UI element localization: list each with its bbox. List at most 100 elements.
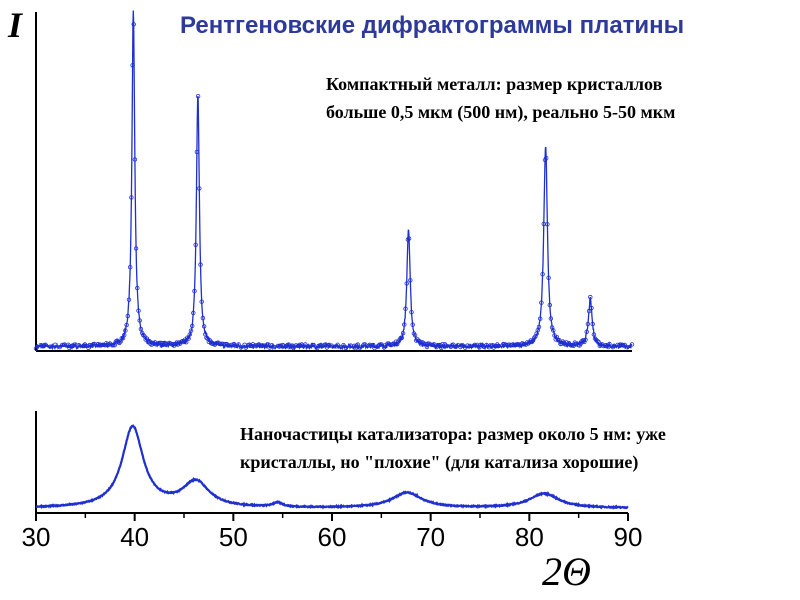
data-point <box>192 288 197 294</box>
data-point <box>135 285 140 291</box>
data-point <box>607 341 612 347</box>
x-tick-label: 80 <box>515 522 544 552</box>
data-point <box>335 342 340 347</box>
data-point <box>319 344 325 349</box>
data-point <box>201 324 207 329</box>
data-point <box>298 343 303 348</box>
data-point <box>124 322 129 328</box>
bottom-diffraction-series <box>35 424 629 510</box>
data-point <box>399 335 405 340</box>
data-point <box>622 342 627 348</box>
data-point <box>341 343 346 348</box>
data-point <box>143 337 148 342</box>
data-point <box>625 345 630 350</box>
data-point <box>402 322 407 327</box>
data-point <box>186 336 191 341</box>
data-point <box>243 345 248 350</box>
data-point <box>226 343 232 348</box>
data-point <box>405 237 411 242</box>
data-point <box>548 316 554 321</box>
data-point <box>329 343 334 348</box>
data-point <box>76 343 82 348</box>
data-point <box>300 343 306 348</box>
data-point <box>132 157 138 162</box>
x-tick-label: 40 <box>120 522 149 552</box>
data-point <box>409 310 414 315</box>
top-diffraction-series <box>35 10 633 351</box>
data-point <box>406 236 412 241</box>
data-point <box>467 343 473 349</box>
data-point <box>591 332 597 337</box>
data-point <box>100 342 105 348</box>
data-point <box>536 324 542 330</box>
data-point <box>590 321 595 327</box>
data-point <box>372 345 377 351</box>
data-point <box>112 343 117 348</box>
data-point <box>588 294 593 300</box>
data-point <box>412 333 418 338</box>
data-point <box>410 322 415 327</box>
data-point <box>81 343 86 348</box>
data-point <box>198 262 203 267</box>
data-point <box>343 345 349 351</box>
data-point <box>189 323 195 329</box>
x-tick-label: 90 <box>614 522 643 552</box>
data-point <box>596 339 601 345</box>
data-point <box>176 340 182 345</box>
data-point <box>353 345 358 351</box>
data-point <box>48 344 53 349</box>
data-point <box>327 342 332 348</box>
data-point <box>117 340 122 346</box>
data-point <box>557 338 562 343</box>
data-point <box>136 308 141 313</box>
x-tick-label: 30 <box>22 522 51 552</box>
data-point <box>400 331 406 336</box>
data-point <box>291 345 296 351</box>
data-point <box>538 316 543 321</box>
data-point <box>544 155 549 161</box>
y-axis-label: I <box>8 5 23 45</box>
data-point <box>162 340 167 346</box>
data-point <box>138 326 144 332</box>
data-point <box>472 342 477 348</box>
data-point <box>82 342 88 347</box>
data-point <box>465 343 470 348</box>
data-point <box>584 329 589 334</box>
x-axis-label: 2Θ <box>542 549 591 594</box>
data-point <box>57 344 62 350</box>
data-point <box>488 343 493 348</box>
data-point <box>123 328 128 333</box>
data-point <box>137 318 142 323</box>
data-point <box>547 302 552 308</box>
data-point <box>526 341 531 346</box>
data-point <box>95 341 101 347</box>
data-point <box>200 315 206 321</box>
data-point <box>496 343 501 349</box>
x-tick-label: 70 <box>416 522 445 552</box>
data-point <box>188 328 194 333</box>
data-point <box>129 195 134 200</box>
compact-metal-note: Компактный металл: размер кристаллов бол… <box>326 70 675 126</box>
data-point <box>460 343 465 348</box>
data-point <box>540 272 545 277</box>
compact-note-line1: Компактный металл: размер кристаллов <box>326 74 663 94</box>
data-point <box>60 342 65 348</box>
data-point <box>355 342 360 347</box>
data-point <box>195 93 201 99</box>
data-point <box>451 342 456 347</box>
data-point <box>305 344 310 349</box>
data-point <box>585 321 591 327</box>
data-point <box>546 275 551 280</box>
data-point <box>443 343 449 348</box>
data-point <box>477 345 482 350</box>
data-point <box>127 265 133 270</box>
data-point <box>238 345 244 350</box>
chart-title: Рентгеновские дифрактограммы платины <box>180 12 685 39</box>
data-point <box>564 340 569 345</box>
data-point <box>358 345 363 350</box>
compact-note-line2: больше 0,5 мкм (500 нм), реально 5-50 мк… <box>326 102 676 122</box>
nanoparticle-note: Наночастицы катализатора: размер около 5… <box>240 420 666 476</box>
data-point <box>421 340 426 346</box>
data-point <box>439 345 444 351</box>
data-point <box>98 342 103 347</box>
